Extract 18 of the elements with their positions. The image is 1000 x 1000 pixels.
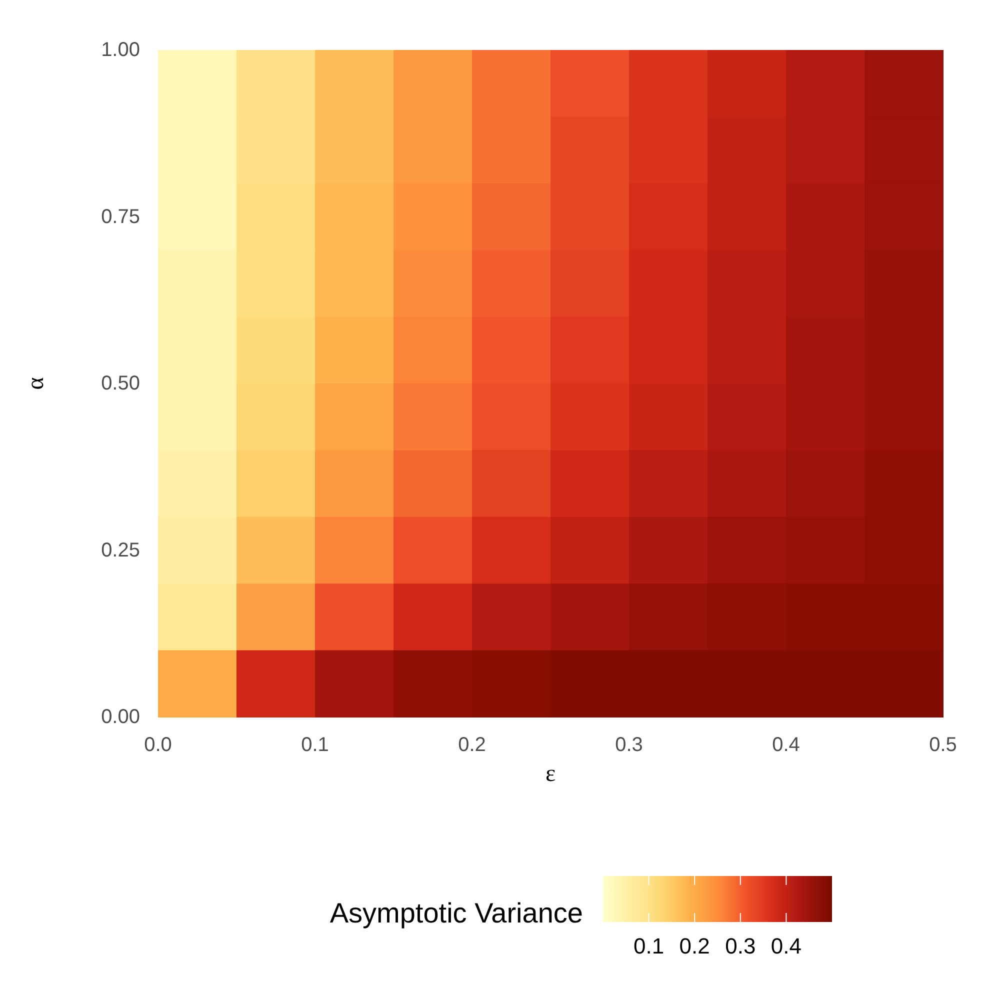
x-tick-label: 0.1 bbox=[301, 734, 329, 756]
y-tick-label: 1.00 bbox=[101, 39, 140, 61]
color-bar-label: 0.3 bbox=[725, 934, 756, 958]
x-tick-label: 0.4 bbox=[772, 734, 800, 756]
x-tick-label: 0.0 bbox=[144, 734, 172, 756]
color-bar-label: 0.4 bbox=[770, 934, 802, 958]
y-axis-title: α bbox=[23, 376, 49, 390]
color-bar-label: 0.1 bbox=[634, 934, 664, 958]
x-tick-label: 0.5 bbox=[929, 734, 957, 756]
y-tick-label: 0.75 bbox=[101, 206, 140, 228]
color-bar-title: Asymptotic Variance bbox=[330, 898, 583, 928]
x-axis-title: ε bbox=[545, 761, 556, 787]
x-tick-label: 0.3 bbox=[615, 734, 643, 756]
color-bar-label: 0.2 bbox=[679, 934, 710, 958]
y-tick-label: 0.00 bbox=[101, 706, 140, 728]
x-tick-label: 0.2 bbox=[458, 734, 486, 756]
y-tick-label: 0.50 bbox=[101, 372, 140, 394]
y-tick-label: 0.25 bbox=[101, 539, 140, 562]
